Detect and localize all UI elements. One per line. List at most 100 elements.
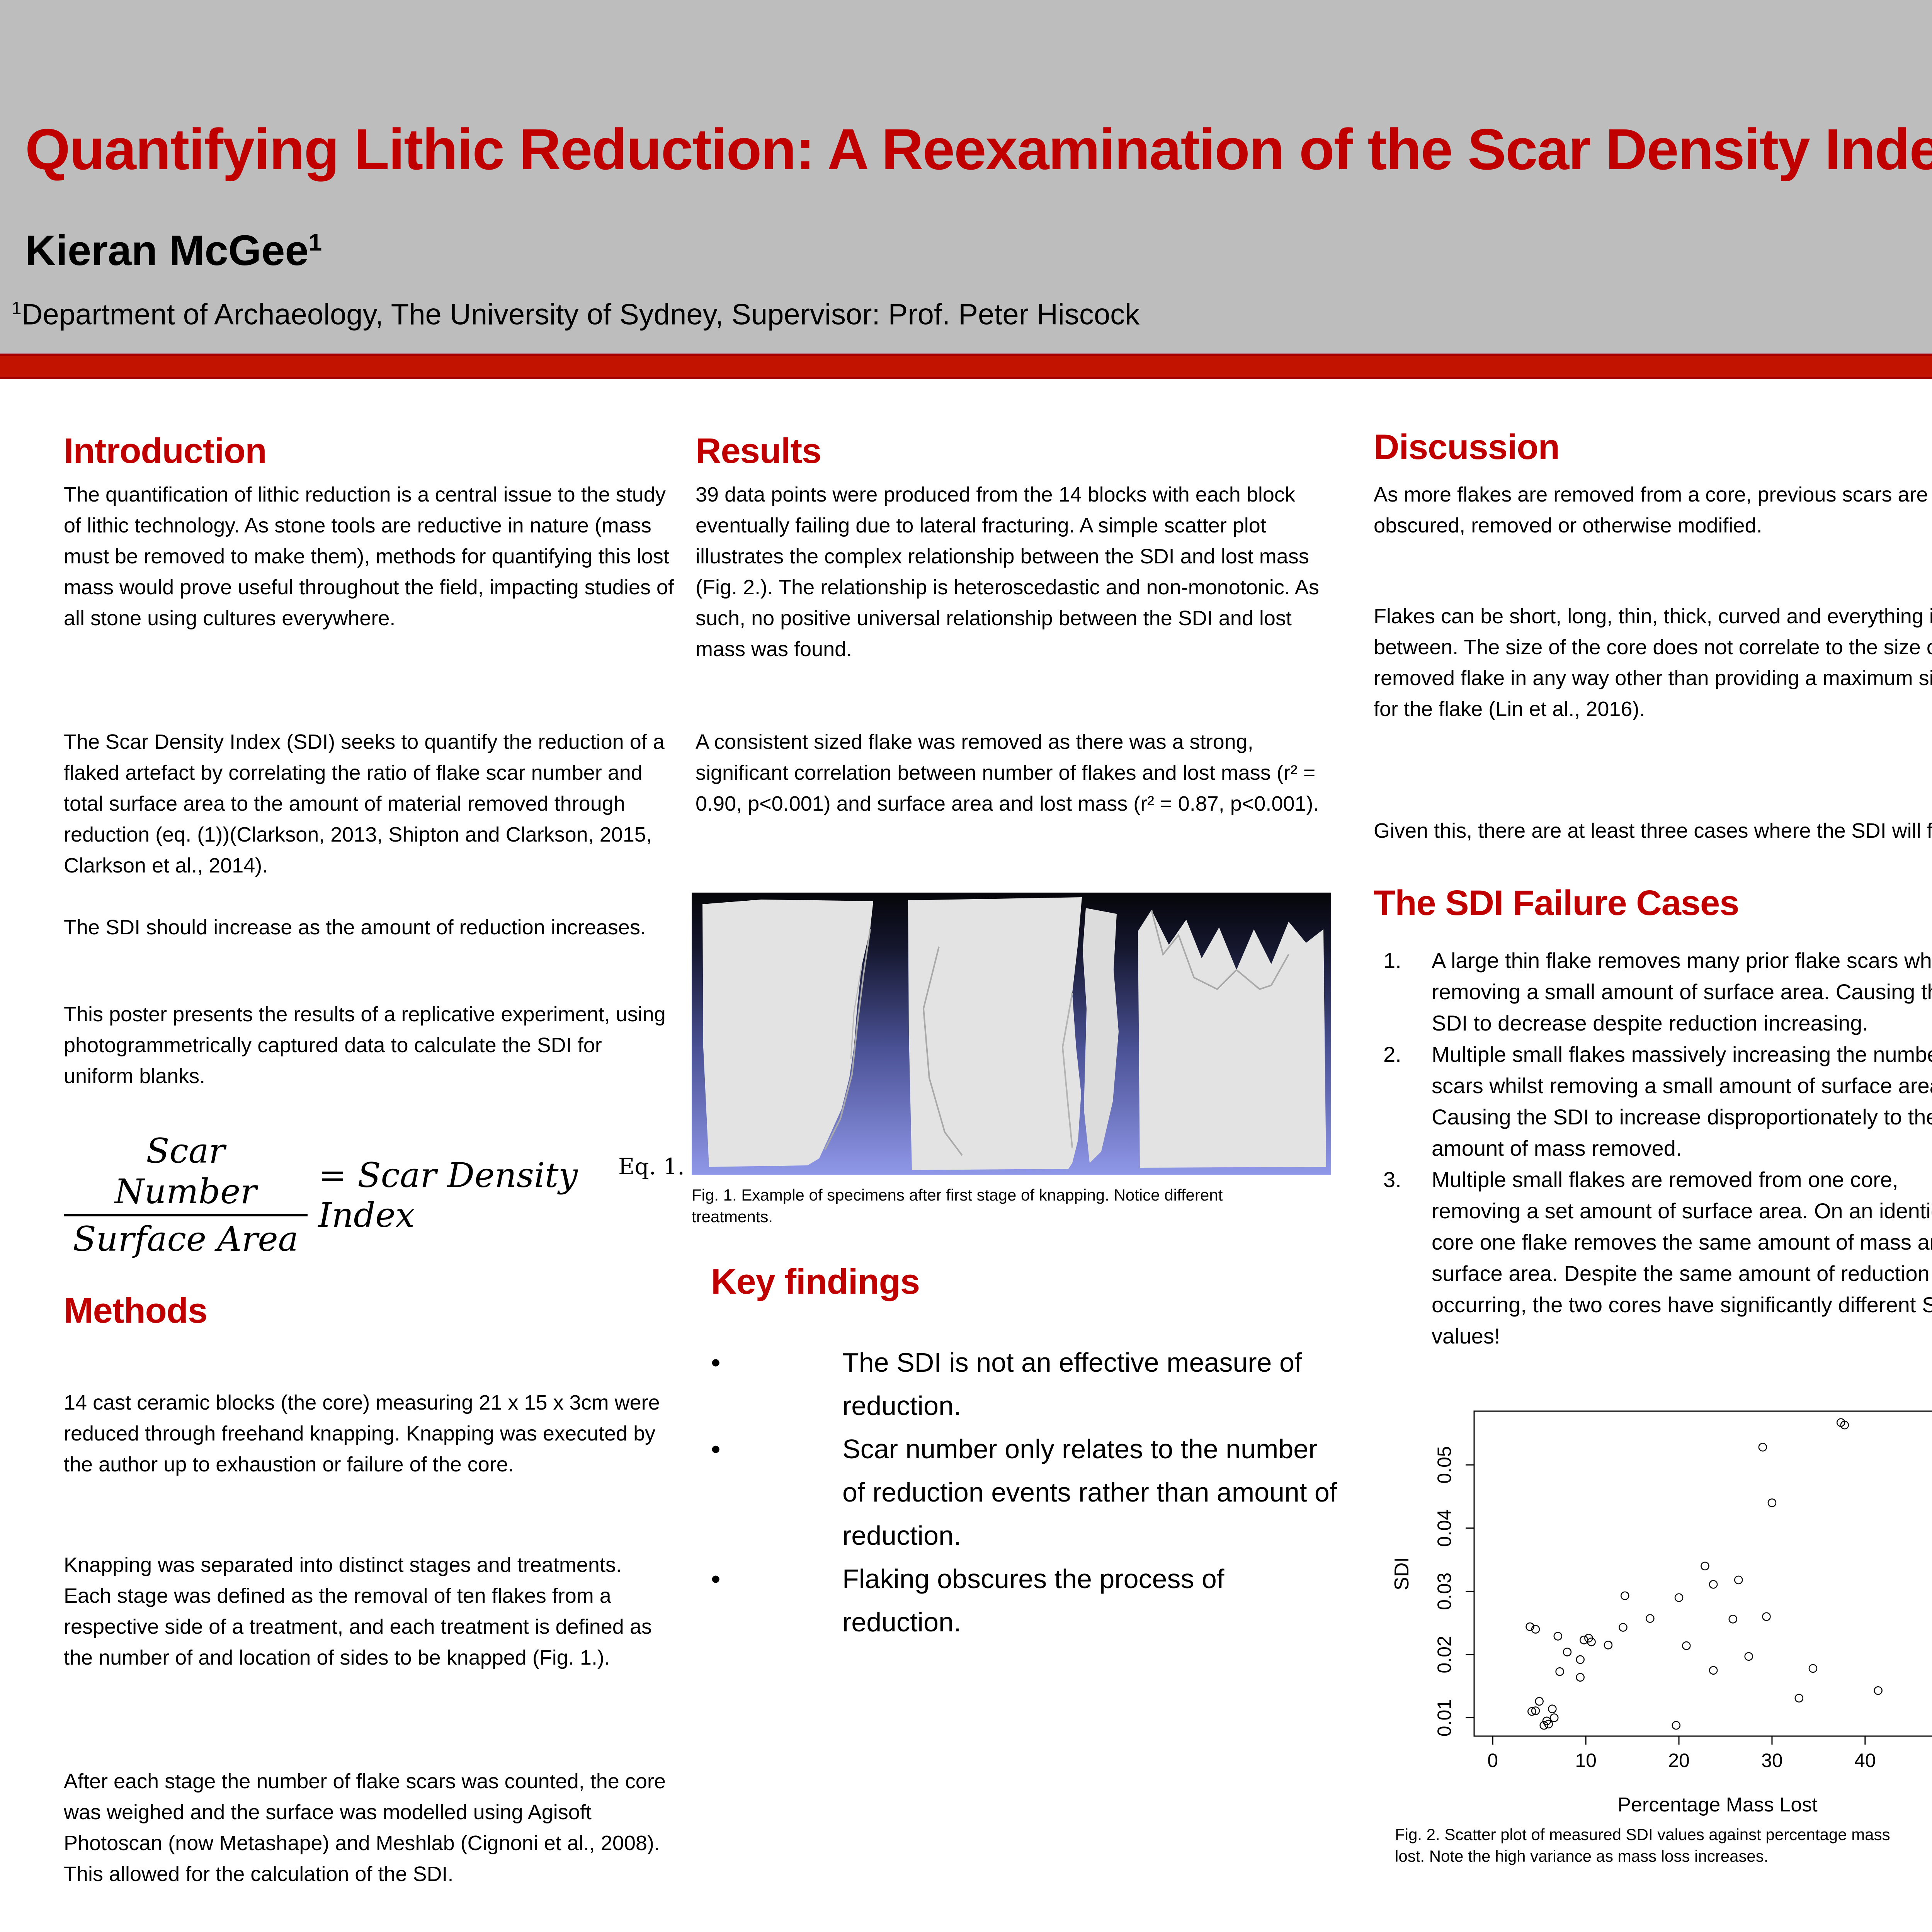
figure1-specimen-renders bbox=[692, 893, 1331, 1175]
data-point bbox=[1587, 1637, 1596, 1646]
failure-cases-list: A large thin flake removes many prior fl… bbox=[1383, 945, 1932, 1352]
figure1-caption: Fig. 1. Example of specimens after first… bbox=[692, 1186, 1223, 1226]
data-point bbox=[1619, 1623, 1628, 1632]
introduction-paragraph-3: The SDI should increase as the amount of… bbox=[64, 916, 646, 939]
data-point bbox=[1621, 1591, 1629, 1600]
x-tick-label: 10 bbox=[1575, 1750, 1597, 1771]
data-point bbox=[1576, 1655, 1585, 1664]
data-point bbox=[1874, 1686, 1883, 1695]
data-point bbox=[1544, 1719, 1553, 1729]
data-point bbox=[1701, 1561, 1709, 1571]
data-point bbox=[1531, 1706, 1540, 1715]
specimen-2-crease-2 bbox=[1061, 993, 1073, 1148]
x-axis-label: Percentage Mass Lost bbox=[1617, 1794, 1818, 1816]
author-superscript: 1 bbox=[308, 229, 322, 256]
data-point bbox=[1549, 1713, 1559, 1722]
data-point bbox=[1526, 1622, 1534, 1631]
methods-paragraph-1: 14 cast ceramic blocks (the core) measur… bbox=[64, 1391, 660, 1476]
specimen-3 bbox=[1138, 910, 1326, 1168]
data-point bbox=[1840, 1420, 1849, 1430]
data-point bbox=[1672, 1721, 1681, 1730]
equation-fraction: Scar Number Surface Area bbox=[64, 1128, 308, 1262]
data-point bbox=[1728, 1615, 1738, 1624]
bullet-icon: • bbox=[711, 1564, 721, 1594]
section-heading-methods: Methods bbox=[64, 1291, 207, 1330]
data-point bbox=[1709, 1580, 1718, 1589]
accent-bar bbox=[0, 354, 1932, 379]
y-tick-label: 0.03 bbox=[1434, 1573, 1455, 1610]
equation-rhs: = Scar Density Index bbox=[318, 1155, 578, 1235]
specimen-1-crease-2 bbox=[850, 966, 862, 1059]
specimen-2 bbox=[908, 897, 1082, 1170]
section-heading-key-findings: Key findings bbox=[711, 1262, 920, 1301]
data-point bbox=[1674, 1593, 1684, 1602]
data-point bbox=[1531, 1625, 1540, 1634]
figure1-image bbox=[692, 893, 1331, 1175]
specimen-1-crease bbox=[824, 929, 871, 1150]
x-tick-label: 20 bbox=[1668, 1750, 1690, 1771]
specimen-2-flake bbox=[1083, 908, 1119, 1163]
affiliation: 1Department of Archaeology, The Universi… bbox=[12, 298, 1139, 331]
x-tick-label: 30 bbox=[1761, 1750, 1783, 1771]
key-finding-item: • Flaking obscures the process of reducti… bbox=[711, 1557, 1345, 1644]
y-axis-label: SDI bbox=[1391, 1557, 1413, 1590]
methods-paragraph-2: Knapping was separated into distinct sta… bbox=[64, 1553, 652, 1669]
data-point bbox=[1709, 1666, 1718, 1675]
introduction-paragraph-2: The Scar Density Index (SDI) seeks to qu… bbox=[64, 730, 665, 877]
data-point bbox=[1535, 1697, 1544, 1706]
failure-case-item: A large thin flake removes many prior fl… bbox=[1383, 945, 1932, 1035]
page-title: Quantifying Lithic Reduction: A Reexamin… bbox=[25, 117, 1932, 182]
data-point bbox=[1767, 1498, 1777, 1507]
y-tick-label: 0.02 bbox=[1434, 1636, 1455, 1673]
failure-case-item: Multiple small flakes massively increasi… bbox=[1383, 1039, 1932, 1160]
y-tick-label: 0.04 bbox=[1434, 1509, 1455, 1547]
data-point bbox=[1563, 1648, 1572, 1656]
specimen-1 bbox=[702, 900, 873, 1167]
affiliation-text: Department of Archaeology, The Universit… bbox=[21, 298, 1140, 331]
specimen-2-crease bbox=[922, 946, 963, 1156]
data-point bbox=[1555, 1667, 1564, 1676]
data-point bbox=[1527, 1707, 1536, 1716]
bullet-icon: • bbox=[711, 1347, 721, 1378]
equation-denominator: Surface Area bbox=[64, 1214, 308, 1262]
data-point bbox=[1548, 1704, 1557, 1713]
data-point bbox=[1794, 1694, 1804, 1703]
failure-case-item: Multiple small flakes are removed from o… bbox=[1383, 1164, 1932, 1348]
data-point bbox=[1682, 1641, 1691, 1650]
key-finding-item: • Scar number only relates to the number … bbox=[711, 1427, 1345, 1557]
data-point bbox=[1758, 1443, 1767, 1452]
data-point bbox=[1604, 1641, 1613, 1650]
y-tick-label: 0.01 bbox=[1434, 1699, 1455, 1736]
figure2-caption: Fig. 2. Scatter plot of measured SDI val… bbox=[1395, 1825, 1890, 1865]
section-heading-results: Results bbox=[696, 431, 821, 471]
introduction-paragraph-1: The quantification of lithic reduction i… bbox=[64, 483, 674, 630]
key-findings-list: • The SDI is not an effective measure of … bbox=[711, 1341, 1345, 1644]
discussion-paragraph-3: Given this, there are at least three cas… bbox=[1374, 819, 1932, 842]
results-paragraph-1: 39 data points were produced from the 14… bbox=[696, 483, 1319, 661]
bullet-icon: • bbox=[711, 1434, 721, 1464]
x-tick-label: 40 bbox=[1854, 1750, 1876, 1771]
figure2-scatter-plot: 010203040500.010.020.030.040.05Percentag… bbox=[1391, 1410, 1932, 1816]
section-heading-introduction: Introduction bbox=[64, 431, 267, 471]
equation-label: Eq. 1. bbox=[618, 1153, 685, 1180]
author-text: Kieran McGee bbox=[25, 227, 309, 274]
y-tick-label: 0.05 bbox=[1434, 1446, 1455, 1483]
data-point bbox=[1646, 1614, 1655, 1623]
equation-numerator: Scar Number bbox=[114, 1131, 257, 1211]
methods-paragraph-3: After each stage the number of flake sca… bbox=[64, 1770, 666, 1886]
section-heading-discussion: Discussion bbox=[1374, 427, 1560, 467]
section-heading-failure-cases: The SDI Failure Cases bbox=[1374, 883, 1739, 923]
data-point bbox=[1808, 1664, 1818, 1673]
key-finding-item: • The SDI is not an effective measure of … bbox=[711, 1341, 1345, 1427]
affiliation-superscript: 1 bbox=[12, 298, 22, 318]
plot-box bbox=[1473, 1410, 1932, 1737]
introduction-paragraph-4: This poster presents the results of a re… bbox=[64, 1003, 666, 1088]
data-point bbox=[1539, 1721, 1548, 1730]
x-tick-label: 0 bbox=[1487, 1750, 1498, 1771]
discussion-paragraph-2: Flakes can be short, long, thin, thick, … bbox=[1374, 605, 1932, 721]
specimen-3-crease bbox=[1151, 910, 1289, 990]
data-point bbox=[1762, 1612, 1771, 1621]
results-paragraph-2: A consistent sized flake was removed as … bbox=[696, 730, 1319, 815]
data-point bbox=[1744, 1652, 1753, 1661]
data-point bbox=[1553, 1632, 1563, 1641]
